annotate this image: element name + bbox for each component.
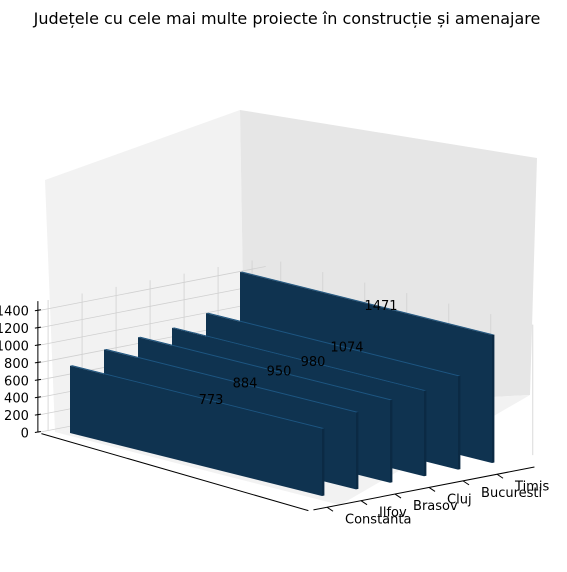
z-tick-mark: [34, 396, 41, 399]
bars: [70, 271, 495, 496]
z-tick-label: 1200: [0, 322, 29, 337]
bar-top: [240, 271, 495, 335]
bar-front: [70, 365, 322, 496]
z-tick-mark: [34, 344, 41, 347]
z-tick-mark: [34, 413, 41, 416]
bar-top: [206, 312, 461, 377]
bar-side: [424, 390, 427, 477]
z-tick-label: 800: [4, 357, 29, 372]
bar-side: [390, 399, 393, 483]
z-tick-label: 200: [4, 409, 29, 424]
bar-side: [356, 412, 359, 490]
bar-top: [138, 336, 393, 401]
category-tick-mark: [428, 487, 436, 492]
bar-top: [70, 365, 325, 429]
z-tick-mark: [34, 326, 41, 329]
data-labels: 1471 1074 980 950 884 773: [199, 299, 398, 408]
z-tick-label: 400: [4, 392, 29, 407]
category-tick-label: Ilfov: [379, 506, 407, 521]
category-tick-mark: [496, 473, 504, 479]
category-tick-mark: [326, 506, 334, 512]
bar-top: [104, 349, 359, 413]
z-tick-label: 1400: [0, 305, 29, 320]
category-tick-mark: [360, 500, 368, 506]
z-tick-label: 600: [4, 374, 29, 389]
grid-line-z: [37, 266, 266, 312]
data-label: 773: [199, 393, 224, 408]
z-tick-label: 1000: [0, 340, 29, 355]
data-label: 1471: [364, 299, 397, 314]
bar-constanta: [70, 365, 325, 496]
bar-side: [458, 375, 461, 470]
category-tick-label: Cluj: [447, 492, 472, 507]
bar-top: [172, 327, 427, 391]
category-tick-label: Constanta: [345, 512, 411, 527]
category-tick-mark: [462, 480, 470, 486]
bar-side: [492, 334, 495, 463]
category-tick-label: Brasov: [413, 499, 458, 514]
z-tick-label: 0: [21, 427, 29, 442]
category-tick-mark: [394, 493, 402, 499]
data-label: 950: [267, 364, 292, 379]
category-tick-label: Bucuresti: [481, 486, 542, 501]
category-tick-label: Timis: [514, 479, 549, 494]
x-axis-line: [41, 433, 309, 512]
grid-line-z: [37, 300, 266, 346]
data-label: 980: [301, 355, 326, 370]
data-label: 884: [233, 377, 258, 392]
z-tick-mark: [34, 431, 41, 434]
data-label: 1074: [330, 340, 363, 355]
z-tick-mark: [34, 361, 41, 364]
chart-title: Județele cu cele mai multe proiecte în c…: [33, 9, 541, 28]
grid-line-z: [37, 283, 266, 329]
z-tick-mark: [34, 309, 41, 312]
z-tick-mark: [34, 378, 41, 381]
bar-side: [322, 428, 325, 496]
